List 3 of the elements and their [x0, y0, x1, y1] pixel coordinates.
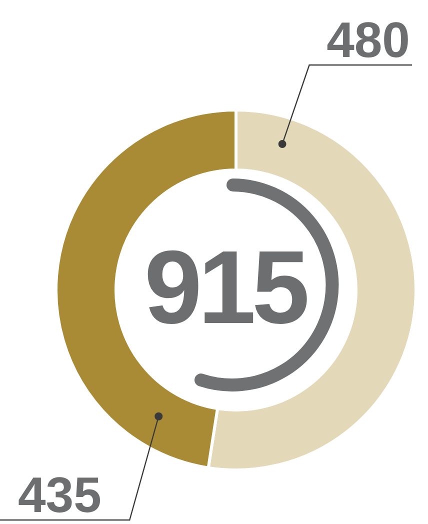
data-label: 480 — [326, 12, 410, 68]
data-label: 435 — [18, 467, 102, 523]
text: 915 — [144, 230, 307, 346]
